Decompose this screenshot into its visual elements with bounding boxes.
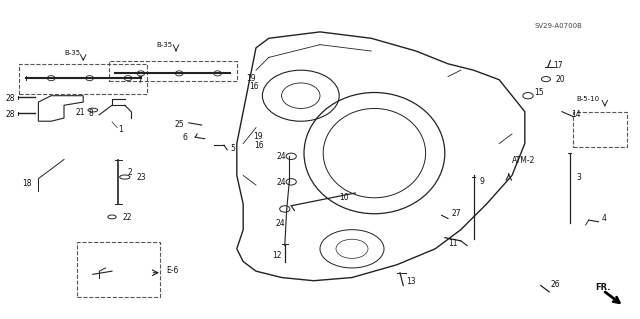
- Text: FR.: FR.: [595, 283, 611, 292]
- Text: 28: 28: [5, 110, 15, 119]
- Text: B-5-10: B-5-10: [576, 96, 599, 102]
- Text: 27: 27: [451, 209, 461, 218]
- Text: B-35: B-35: [64, 50, 80, 56]
- Text: B-35: B-35: [157, 42, 173, 48]
- Text: 18: 18: [22, 179, 32, 188]
- Text: E-6: E-6: [166, 266, 179, 275]
- Text: 3: 3: [576, 173, 581, 182]
- Text: 21: 21: [76, 108, 85, 117]
- Text: 26: 26: [550, 280, 560, 289]
- Text: 20: 20: [556, 75, 565, 84]
- Text: 24: 24: [276, 152, 286, 161]
- Text: 24: 24: [276, 178, 286, 187]
- Text: 5: 5: [230, 144, 236, 153]
- Text: 14: 14: [572, 110, 581, 119]
- Text: 4: 4: [602, 214, 607, 223]
- Text: 8: 8: [88, 109, 93, 118]
- Text: 16: 16: [250, 82, 259, 91]
- Text: ATM-2: ATM-2: [512, 156, 536, 165]
- Text: 16: 16: [254, 141, 264, 150]
- Text: 17: 17: [554, 61, 563, 70]
- Text: SV29-A0700B: SV29-A0700B: [534, 23, 582, 28]
- Text: 6: 6: [182, 133, 188, 142]
- Text: 28: 28: [5, 94, 15, 103]
- Text: 24: 24: [275, 219, 285, 228]
- Text: 22: 22: [123, 213, 132, 222]
- Text: 19: 19: [253, 132, 262, 141]
- Text: 9: 9: [480, 177, 485, 186]
- Text: 10: 10: [339, 193, 349, 202]
- Text: 15: 15: [534, 88, 544, 97]
- Text: 12: 12: [272, 251, 282, 260]
- Text: 7: 7: [138, 76, 143, 85]
- Text: 25: 25: [174, 120, 184, 129]
- Text: 13: 13: [406, 277, 416, 286]
- Text: 23: 23: [136, 173, 146, 182]
- Text: 19: 19: [246, 74, 256, 83]
- Text: 1: 1: [118, 125, 123, 134]
- Text: 11: 11: [448, 239, 458, 248]
- Text: 2: 2: [128, 168, 132, 177]
